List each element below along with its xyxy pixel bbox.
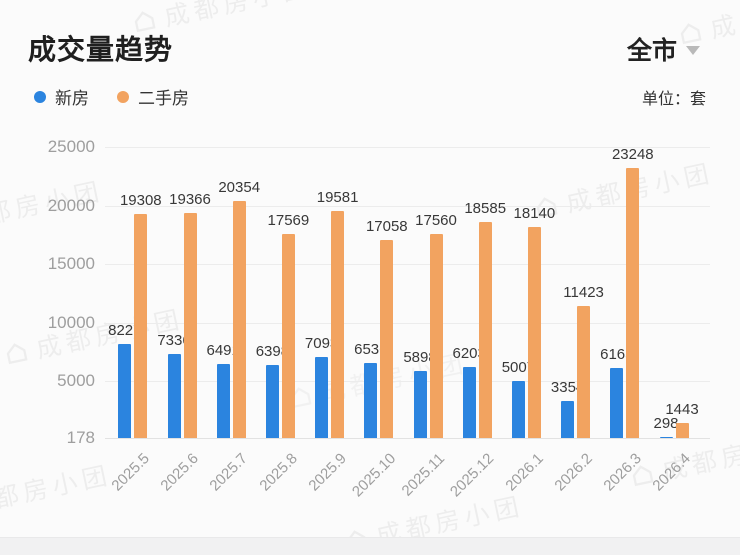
- value-label: 3354: [550, 378, 585, 396]
- bar-new-house: [265, 365, 279, 438]
- unit-label: 单位：套: [641, 91, 706, 108]
- bar-second-hand: [429, 234, 443, 438]
- legend-label-new-house: 新房: [55, 89, 89, 108]
- x-axis-tick: 2025.5: [108, 450, 153, 495]
- chevron-down-icon: [686, 46, 700, 55]
- value-label: 8227: [108, 321, 142, 339]
- gridline: [105, 381, 710, 382]
- bar-second-hand: [134, 213, 148, 438]
- y-axis-tick: 10000: [47, 313, 95, 332]
- legend-dot-second-hand: [117, 90, 129, 103]
- value-label: 6491: [206, 341, 240, 359]
- value-label: 19366: [169, 191, 211, 209]
- bar-new-house: [610, 367, 624, 438]
- x-axis-tick: 2025.6: [157, 450, 203, 495]
- bar-new-house: [659, 436, 673, 438]
- value-label: 19308: [119, 191, 162, 209]
- value-label: 18140: [513, 205, 556, 223]
- value-label: 20354: [218, 179, 261, 197]
- y-axis-tick: 25000: [47, 137, 95, 156]
- bar-second-hand: [281, 234, 295, 438]
- bar-second-hand: [675, 423, 689, 438]
- bar-new-house: [167, 354, 181, 438]
- value-label: 6536: [354, 341, 388, 359]
- bar-new-house: [561, 400, 575, 438]
- x-axis-tick: 2025.8: [255, 450, 301, 495]
- bar-second-hand: [331, 210, 345, 438]
- gridline: [105, 147, 710, 148]
- value-label: 23248: [611, 145, 654, 163]
- value-label: 6165: [600, 345, 634, 363]
- chart-legend: 新房 二手房: [34, 84, 189, 109]
- x-axis-tick: 2025.7: [206, 450, 252, 495]
- page-background-strip: [0, 537, 740, 555]
- value-label: 7336: [157, 332, 191, 350]
- bar-new-house: [364, 363, 378, 438]
- x-axis-tick: 2025.9: [305, 450, 350, 495]
- gridline: [105, 438, 710, 439]
- value-label: 17560: [415, 212, 457, 230]
- value-label: 5898: [403, 348, 437, 366]
- bar-new-house: [216, 363, 230, 438]
- page-title: 成交量趋势: [28, 34, 174, 65]
- value-label: 7093: [304, 334, 339, 352]
- bar-new-house: [462, 367, 476, 438]
- region-selector-label: 全市: [626, 37, 677, 65]
- value-label: 6203: [452, 345, 486, 363]
- value-label: 19581: [316, 188, 359, 206]
- bar-second-hand: [232, 201, 246, 438]
- x-axis-tick: 2025.12: [446, 450, 498, 501]
- gridline: [105, 206, 710, 207]
- x-axis-tick: 2025.11: [398, 450, 449, 500]
- gridline: [105, 264, 710, 265]
- legend-label-second-hand: 二手房: [138, 89, 189, 108]
- y-axis-tick: 5000: [57, 371, 95, 390]
- x-axis-tick: 2026.4: [649, 450, 695, 495]
- legend-item-new-house[interactable]: 新房: [34, 84, 89, 109]
- bar-second-hand: [478, 222, 492, 438]
- bar-new-house: [118, 343, 132, 438]
- bar-second-hand: [183, 213, 197, 438]
- value-label: 5007: [501, 359, 536, 377]
- x-axis-tick: 2026.2: [551, 450, 596, 495]
- bar-new-house: [315, 356, 329, 438]
- bar-new-house: [511, 381, 525, 438]
- region-selector[interactable]: 全市: [627, 31, 700, 67]
- bar-second-hand: [527, 227, 541, 438]
- y-axis-tick: 178: [66, 428, 95, 447]
- legend-dot-new-house: [34, 90, 46, 103]
- bar-second-hand: [626, 167, 640, 438]
- value-label: 6398: [255, 343, 290, 361]
- value-label: 1443: [665, 401, 699, 419]
- x-axis-tick: 2026.3: [600, 450, 645, 495]
- value-label: 18585: [464, 200, 507, 218]
- x-axis-tick: 2026.1: [501, 450, 547, 495]
- bar-second-hand: [380, 240, 394, 438]
- legend-item-second-hand[interactable]: 二手房: [117, 84, 189, 109]
- y-axis-tick: 20000: [47, 196, 95, 215]
- y-axis-tick: 15000: [47, 254, 95, 273]
- value-label: 298: [653, 414, 679, 432]
- value-label: 17569: [267, 212, 310, 230]
- value-label: 17058: [365, 218, 408, 236]
- value-label: 11423: [563, 284, 604, 302]
- bar-second-hand: [577, 306, 591, 438]
- x-axis-tick: 2025.10: [348, 450, 399, 501]
- bar-new-house: [413, 370, 427, 438]
- gridline: [105, 323, 710, 324]
